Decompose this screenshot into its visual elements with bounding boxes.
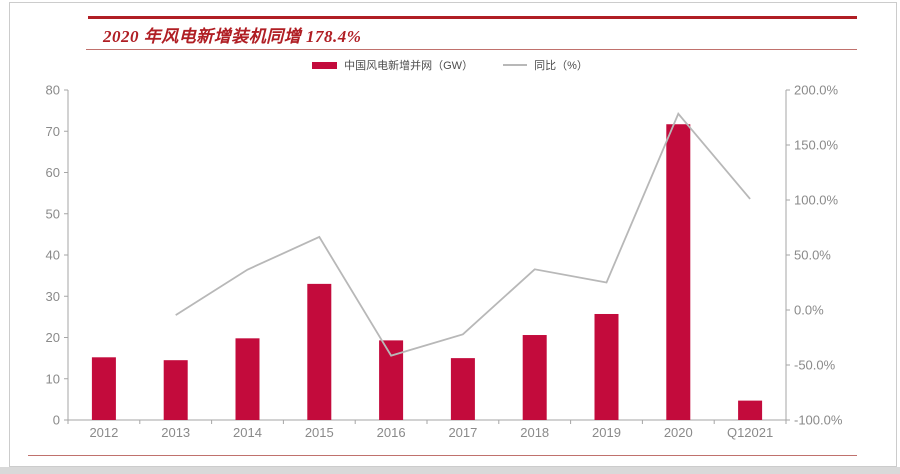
page-edge-shadow <box>0 467 900 474</box>
x-axis-category-label: 2020 <box>664 425 693 440</box>
left-axis-tick-label: 60 <box>46 165 60 180</box>
chart-legend: 中国风电新增并网（GW） 同比（%） <box>0 57 900 73</box>
x-axis-category-label: 2017 <box>448 425 477 440</box>
left-axis-tick-label: 70 <box>46 124 60 139</box>
right-axis-tick-label: -100.0% <box>794 413 843 428</box>
bar-2017 <box>450 358 475 420</box>
title-top-rule <box>88 16 857 19</box>
footer-rule <box>28 455 857 456</box>
legend-label: 中国风电新增并网（GW） <box>344 60 474 72</box>
bar-2019 <box>594 313 619 420</box>
bar-Q12021 <box>738 400 763 420</box>
x-axis-category-label: 2013 <box>161 425 190 440</box>
right-axis-tick-label: 50.0% <box>794 248 831 263</box>
left-axis-tick-label: 10 <box>46 371 60 386</box>
legend-item-line-series: 同比（%） <box>503 57 588 73</box>
legend-label: 同比（%） <box>534 60 588 72</box>
right-axis-tick-label: 0.0% <box>794 303 824 318</box>
bar-2012 <box>91 357 116 420</box>
x-axis-category-label: 2015 <box>305 425 334 440</box>
right-axis-tick-label: 100.0% <box>794 193 839 208</box>
left-axis-tick-label: 0 <box>53 413 60 428</box>
x-axis-category-label: Q12021 <box>727 425 773 440</box>
bar-2020 <box>666 124 691 421</box>
left-axis-tick-label: 50 <box>46 206 60 221</box>
left-axis-tick-label: 20 <box>46 330 60 345</box>
x-axis-category-label: 2019 <box>592 425 621 440</box>
bar-2013 <box>163 360 188 420</box>
bar-2014 <box>235 338 260 420</box>
legend-item-bar-series: 中国风电新增并网（GW） <box>312 57 473 73</box>
right-axis-tick-label: 200.0% <box>794 83 839 98</box>
right-axis-tick-label: -50.0% <box>794 358 836 373</box>
right-axis-tick-label: 150.0% <box>794 138 839 153</box>
x-axis-category-label: 2014 <box>233 425 262 440</box>
bar-2015 <box>307 283 332 420</box>
line-series-swatch-icon <box>503 64 528 66</box>
x-axis-category-label: 2012 <box>89 425 118 440</box>
bar-series-swatch-icon <box>312 61 338 69</box>
left-axis-tick-label: 30 <box>46 289 60 304</box>
yoy-line <box>175 112 751 357</box>
chart-title: 2020 年风电新增装机同增 178.4% <box>103 27 362 46</box>
x-axis-category-label: 2016 <box>377 425 406 440</box>
left-axis-tick-label: 80 <box>46 83 60 98</box>
bar-series <box>91 124 763 421</box>
left-axis-tick-label: 40 <box>46 248 60 263</box>
x-axis-category-label: 2018 <box>520 425 549 440</box>
title-bottom-rule <box>86 49 857 50</box>
bar-2018 <box>522 335 547 420</box>
